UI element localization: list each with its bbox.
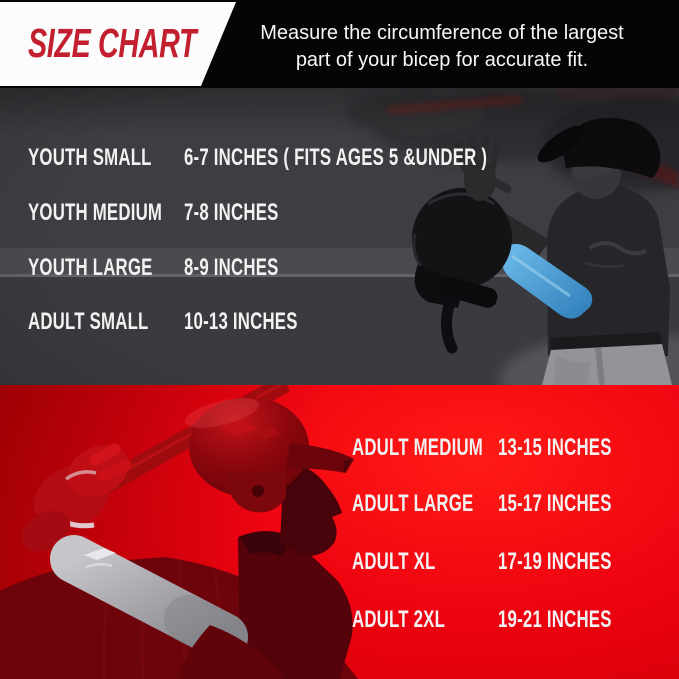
size-value: 17-19 INCHES bbox=[498, 548, 612, 575]
size-row-adult-small: ADULT SMALL 10-13 INCHES bbox=[0, 309, 679, 335]
size-value: 6-7 INCHES ( FITS AGES 5 &UNDER ) bbox=[184, 144, 488, 171]
size-value: 8-9 INCHES bbox=[184, 254, 279, 281]
youth-player-silhouette bbox=[412, 117, 672, 385]
size-row-youth-medium: YOUTH MEDIUM 7-8 INCHES bbox=[0, 200, 679, 226]
adult-batter-photo bbox=[0, 385, 358, 679]
blue-arm-sleeve bbox=[501, 244, 593, 319]
baseball-cap bbox=[537, 117, 661, 178]
measure-instruction: Measure the circumference of the largest… bbox=[205, 0, 679, 88]
size-value: 13-15 INCHES bbox=[498, 434, 612, 461]
youth-player-photo bbox=[0, 88, 679, 385]
size-label: ADULT XL bbox=[352, 548, 436, 575]
header-title-panel: SIZE CHART bbox=[0, 2, 236, 86]
header: SIZE CHART Measure the circumference of … bbox=[0, 0, 679, 88]
size-row-adult-medium: ADULT MEDIUM 13-15 INCHES bbox=[0, 435, 679, 461]
size-row-youth-large: YOUTH LARGE 8-9 INCHES bbox=[0, 255, 679, 281]
instruction-line-1: Measure the circumference of the largest bbox=[260, 22, 624, 44]
size-label: ADULT SMALL bbox=[28, 308, 149, 335]
instruction-line-2: part of your bicep for accurate fit. bbox=[295, 49, 589, 71]
batting-gloves bbox=[21, 443, 132, 552]
youth-size-table-section: YOUTH SMALL 6-7 INCHES ( FITS AGES 5 &UN… bbox=[0, 88, 679, 385]
size-row-adult-2xl: ADULT 2XL 19-21 INCHES bbox=[0, 607, 679, 633]
size-value: 7-8 INCHES bbox=[184, 199, 279, 226]
batter-upper-arm bbox=[176, 625, 284, 679]
page-title: SIZE CHART bbox=[28, 20, 197, 66]
size-label: ADULT LARGE bbox=[352, 490, 474, 517]
baseball-glove bbox=[412, 188, 512, 354]
size-row-youth-small: YOUTH SMALL 6-7 INCHES ( FITS AGES 5 &UN… bbox=[0, 145, 679, 171]
size-value: 10-13 INCHES bbox=[184, 308, 298, 335]
size-value: 15-17 INCHES bbox=[498, 490, 612, 517]
size-row-adult-xl: ADULT XL 17-19 INCHES bbox=[0, 549, 679, 575]
size-row-adult-large: ADULT LARGE 15-17 INCHES bbox=[0, 491, 679, 517]
size-label: ADULT 2XL bbox=[352, 606, 446, 633]
size-label: ADULT MEDIUM bbox=[352, 434, 483, 461]
batter-face bbox=[280, 461, 342, 556]
size-label: YOUTH SMALL bbox=[28, 144, 152, 171]
batting-helmet bbox=[185, 397, 354, 513]
size-label: YOUTH LARGE bbox=[28, 254, 153, 281]
size-value: 19-21 INCHES bbox=[498, 606, 612, 633]
raised-hand bbox=[454, 133, 512, 201]
adult-size-table-section: ADULT MEDIUM 13-15 INCHES ADULT LARGE 15… bbox=[0, 385, 679, 679]
size-label: YOUTH MEDIUM bbox=[28, 199, 163, 226]
